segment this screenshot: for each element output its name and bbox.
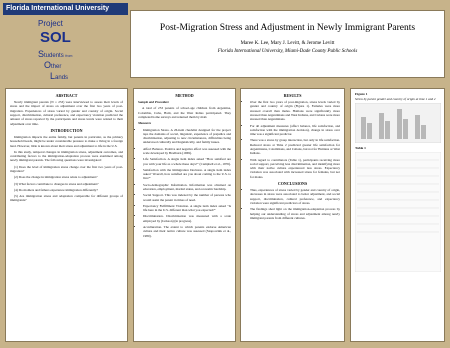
conclusion-item: The findings shed light on the immigrati… [250, 207, 340, 220]
section-heading: INTRODUCTION [50, 127, 83, 133]
section-heading: METHOD [175, 93, 194, 98]
measure-item: Socio-demographic Information. Informati… [143, 183, 231, 192]
logo-line: Other [44, 60, 61, 70]
subheading: Measures [138, 121, 152, 126]
measure-item: Immigration Stress. A 26-item checklist … [143, 128, 231, 145]
measure-item: Affect Balance. Positive and negative af… [143, 147, 231, 156]
logo-letter: L [50, 71, 56, 81]
paragraph: (4) Do mothers and fathers experience im… [14, 187, 98, 192]
conclusions-list: Thus, experiences of stress varied by ge… [245, 188, 340, 220]
paragraph: In this study, temporal changes in immig… [10, 149, 123, 163]
logo-line: Lands [50, 71, 68, 81]
measure-item: Life Satisfaction. A single item index a… [143, 157, 231, 166]
measure-item: Social Support. This was indexed by the … [143, 193, 231, 202]
project-logo: Project SOL Students from Other Lands [20, 17, 120, 85]
logo-word: tudents [44, 53, 64, 59]
result-item: For all adjustment measures (affect bala… [250, 124, 340, 137]
authors: Maree K. Lee, Mary J. Levitt, & Jerome L… [240, 41, 335, 46]
results-list: Over the first two years of post-migrati… [245, 100, 340, 179]
figure-caption: Stress by parent gender and country of o… [355, 96, 436, 101]
measure-item: Discrimination. Discrimination was measu… [143, 214, 231, 223]
paragraph: (5) Are immigration stress and adaptatio… [10, 194, 123, 203]
abstract-text: Newly immigrant parents (N = 253) were i… [10, 100, 123, 126]
logo-line: Students from [38, 49, 72, 59]
measure-item: Acculturation. The extent to which paren… [143, 225, 231, 238]
paragraph: (1) Does the level of immigration stress… [10, 164, 123, 174]
section-heading: RESULTS [283, 93, 302, 98]
figure-graphic [355, 102, 441, 143]
logo-word: from [65, 54, 73, 58]
method-panel: METHOD Sample and Procedure A total of 2… [133, 88, 236, 342]
university-banner: Florida International University [3, 3, 128, 15]
poster-title: Post-Migration Stress and Adjustment in … [159, 23, 416, 33]
logo-project: Project [38, 19, 63, 28]
table-label: Table 1 [355, 145, 366, 150]
paragraph: (2) Does the change in immigration stres… [14, 175, 98, 180]
logo-sol: SOL [40, 29, 71, 46]
abstract-panel: ABSTRACT Newly immigrant parents (N = 25… [5, 88, 128, 342]
measures-list: Immigration Stress. A 26-item checklist … [138, 128, 231, 238]
section-heading: CONCLUSIONS [277, 180, 308, 186]
table-graphic [355, 152, 441, 273]
measure-item: Satisfaction with the Immigration Decisi… [143, 168, 231, 181]
figure-label: Figure 1 [355, 92, 368, 96]
affiliation: Florida International University, Miami-… [217, 49, 358, 54]
result-item: There was a stress by group interaction,… [250, 138, 340, 155]
subheading: Sample and Procedure [138, 100, 169, 105]
result-item: With regard to contributors (Table 1), p… [250, 158, 340, 179]
result-item: Over the first two years of post-migrati… [250, 100, 340, 121]
logo-letter: O [44, 60, 52, 70]
conclusion-item: Thus, experiences of stress varied by ge… [250, 188, 340, 205]
paragraph: (3) What factors contribute to changes i… [14, 181, 99, 186]
measure-item: Expectancy Fulfillment Violation. A sing… [143, 204, 231, 213]
paragraph: Immigration impacts the entire family, b… [10, 135, 123, 148]
results-panel: RESULTS Over the first two years of post… [240, 88, 345, 342]
section-heading: ABSTRACT [55, 93, 78, 98]
title-box: Post-Migration Stress and Adjustment in … [130, 10, 445, 78]
figures-panel: Figure 1 Stress by parent gender and cou… [350, 88, 445, 342]
logo-word: ands [55, 75, 69, 81]
logo-word: ther [51, 64, 62, 70]
logo-letter: S [38, 49, 45, 59]
paragraph: A total of 253 parents of school-age chi… [138, 106, 231, 120]
intro-body: Immigration impacts the entire family, b… [10, 135, 123, 203]
